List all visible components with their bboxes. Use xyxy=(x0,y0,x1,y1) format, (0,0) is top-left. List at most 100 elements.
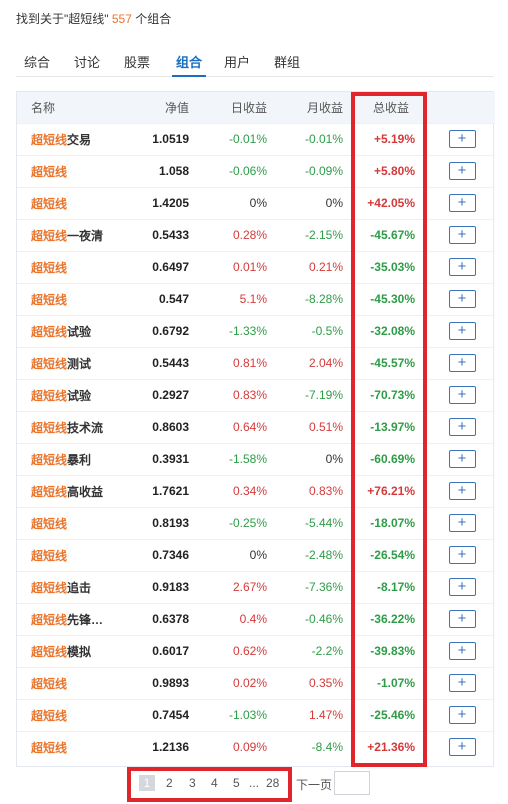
portfolio-name-keyword[interactable]: 超短线 xyxy=(31,388,68,403)
add-portfolio-button[interactable]: + xyxy=(448,130,476,148)
portfolio-name-cell[interactable]: 超短线暴利 xyxy=(17,442,127,475)
header-monthly-return[interactable]: 月收益 xyxy=(306,100,343,115)
portfolio-name-suffix[interactable]: 试验 xyxy=(67,388,92,403)
portfolio-name-keyword[interactable]: 超短线 xyxy=(31,644,68,659)
add-portfolio-button[interactable]: + xyxy=(448,482,476,500)
page-2[interactable]: 2 xyxy=(166,776,173,790)
portfolio-name-keyword[interactable]: 超短线 xyxy=(31,196,68,211)
portfolio-name-suffix[interactable]: 追击 xyxy=(67,580,92,595)
add-portfolio-button[interactable]: + xyxy=(448,738,476,757)
nav-cell: 0.7346 xyxy=(127,538,199,571)
portfolio-name-suffix[interactable]: 一夜清 xyxy=(67,228,104,243)
table-row: 超短线追击 0.9183 2.67% -7.36% -8.17% + xyxy=(17,570,495,603)
add-portfolio-button[interactable]: + xyxy=(448,642,476,660)
portfolio-name-keyword[interactable]: 超短线 xyxy=(31,260,68,275)
nav-cell: 0.6497 xyxy=(127,250,199,283)
portfolio-name-suffix[interactable]: 高收益 xyxy=(67,484,104,499)
portfolio-name-keyword[interactable]: 超短线 xyxy=(31,452,68,467)
portfolio-name-cell[interactable]: 超短线试验 xyxy=(17,314,127,347)
tab-comprehensive[interactable]: 综合 xyxy=(24,55,51,70)
total-return-cell: -13.97% xyxy=(353,410,429,443)
add-cell: + xyxy=(429,602,495,635)
add-portfolio-button[interactable]: + xyxy=(448,546,476,564)
add-portfolio-button[interactable]: + xyxy=(448,450,476,468)
add-portfolio-button[interactable]: + xyxy=(448,194,476,212)
portfolio-name-keyword[interactable]: 超短线 xyxy=(31,676,68,691)
monthly-return-cell: 1.47% xyxy=(277,698,353,731)
portfolio-name-suffix[interactable]: 暴利 xyxy=(67,452,92,467)
portfolio-name-keyword[interactable]: 超短线 xyxy=(31,324,68,339)
next-page-link[interactable]: 下一页 xyxy=(296,778,333,792)
portfolio-name-cell[interactable]: 超短线 xyxy=(17,666,127,699)
total-return-cell: -1.07% xyxy=(353,666,429,699)
portfolio-name-cell[interactable]: 超短线模拟 xyxy=(17,634,127,667)
add-portfolio-button[interactable]: + xyxy=(448,258,476,276)
add-portfolio-button[interactable]: + xyxy=(448,578,476,596)
portfolio-name-cell[interactable]: 超短线追击 xyxy=(17,570,127,603)
header-daily-return[interactable]: 日收益 xyxy=(230,100,267,115)
portfolio-name-suffix[interactable]: 技术流 xyxy=(67,420,104,435)
portfolio-name-keyword[interactable]: 超短线 xyxy=(31,548,68,563)
tab-groups[interactable]: 群组 xyxy=(274,55,301,70)
add-portfolio-button[interactable]: + xyxy=(448,418,476,436)
tab-portfolios[interactable]: 组合 xyxy=(172,52,206,77)
portfolio-name-suffix[interactable]: 交易 xyxy=(67,132,92,147)
portfolio-name-cell[interactable]: 超短线 xyxy=(17,250,127,283)
portfolio-name-cell[interactable]: 超短线 xyxy=(17,186,127,219)
portfolio-name-cell[interactable]: 超短线先锋… xyxy=(17,602,127,635)
add-portfolio-button[interactable]: + xyxy=(448,386,476,404)
add-portfolio-button[interactable]: + xyxy=(448,610,476,628)
portfolio-name-keyword[interactable]: 超短线 xyxy=(31,516,68,531)
portfolio-name-keyword[interactable]: 超短线 xyxy=(31,420,68,435)
portfolio-name-cell[interactable]: 超短线 xyxy=(17,730,127,763)
portfolio-name-cell[interactable]: 超短线 xyxy=(17,698,127,731)
portfolio-name-keyword[interactable]: 超短线 xyxy=(31,708,68,723)
portfolio-name-suffix[interactable]: 模拟 xyxy=(67,644,92,659)
portfolio-name-cell[interactable]: 超短线交易 xyxy=(17,122,127,155)
portfolio-name-keyword[interactable]: 超短线 xyxy=(31,740,68,755)
add-portfolio-button[interactable]: + xyxy=(448,514,476,532)
add-portfolio-button[interactable]: + xyxy=(448,322,476,340)
portfolio-name-keyword[interactable]: 超短线 xyxy=(31,164,68,179)
add-portfolio-button[interactable]: + xyxy=(448,354,476,372)
add-portfolio-button[interactable]: + xyxy=(448,674,476,692)
page-jump-input[interactable] xyxy=(334,771,370,795)
header-total-return[interactable]: 总收益 xyxy=(372,100,409,115)
page-last[interactable]: 28 xyxy=(266,776,280,790)
add-portfolio-button[interactable]: + xyxy=(448,226,476,244)
portfolio-name-cell[interactable]: 超短线高收益 xyxy=(17,474,127,507)
tab-discussion[interactable]: 讨论 xyxy=(74,55,101,70)
portfolio-name-cell[interactable]: 超短线一夜清 xyxy=(17,218,127,251)
portfolio-name-keyword[interactable]: 超短线 xyxy=(31,228,68,243)
portfolio-name-keyword[interactable]: 超短线 xyxy=(31,292,68,307)
portfolio-name-suffix[interactable]: 测试 xyxy=(67,356,92,371)
page-3[interactable]: 3 xyxy=(189,776,196,790)
page-5[interactable]: 5 xyxy=(233,776,240,790)
portfolio-name-keyword[interactable]: 超短线 xyxy=(31,132,68,147)
table-row: 超短线试验 0.2927 0.83% -7.19% -70.73% + xyxy=(17,378,495,411)
portfolio-name-cell[interactable]: 超短线技术流 xyxy=(17,410,127,443)
page-4[interactable]: 4 xyxy=(211,776,218,790)
header-nav[interactable]: 净值 xyxy=(164,100,189,115)
total-return-cell: -45.67% xyxy=(353,218,429,251)
portfolio-name-keyword[interactable]: 超短线 xyxy=(31,612,68,627)
page-1[interactable]: 1 xyxy=(139,775,155,791)
portfolio-name-cell[interactable]: 超短线试验 xyxy=(17,378,127,411)
total-return-cell: -60.69% xyxy=(353,442,429,475)
portfolio-name-suffix[interactable]: 试验 xyxy=(67,324,92,339)
tab-stocks[interactable]: 股票 xyxy=(124,55,151,70)
add-portfolio-button[interactable]: + xyxy=(448,290,476,308)
portfolio-name-cell[interactable]: 超短线测试 xyxy=(17,346,127,379)
tab-users[interactable]: 用户 xyxy=(224,55,251,70)
portfolio-name-keyword[interactable]: 超短线 xyxy=(31,356,68,371)
portfolio-name-cell[interactable]: 超短线 xyxy=(17,282,127,315)
header-name[interactable]: 名称 xyxy=(31,100,56,115)
portfolio-name-keyword[interactable]: 超短线 xyxy=(31,484,68,499)
add-portfolio-button[interactable]: + xyxy=(448,706,476,724)
portfolio-name-cell[interactable]: 超短线 xyxy=(17,154,127,187)
portfolio-name-keyword[interactable]: 超短线 xyxy=(31,580,68,595)
portfolio-name-cell[interactable]: 超短线 xyxy=(17,538,127,571)
add-portfolio-button[interactable]: + xyxy=(448,162,476,180)
portfolio-name-cell[interactable]: 超短线 xyxy=(17,506,127,539)
portfolio-name-suffix[interactable]: 先锋… xyxy=(67,612,104,627)
